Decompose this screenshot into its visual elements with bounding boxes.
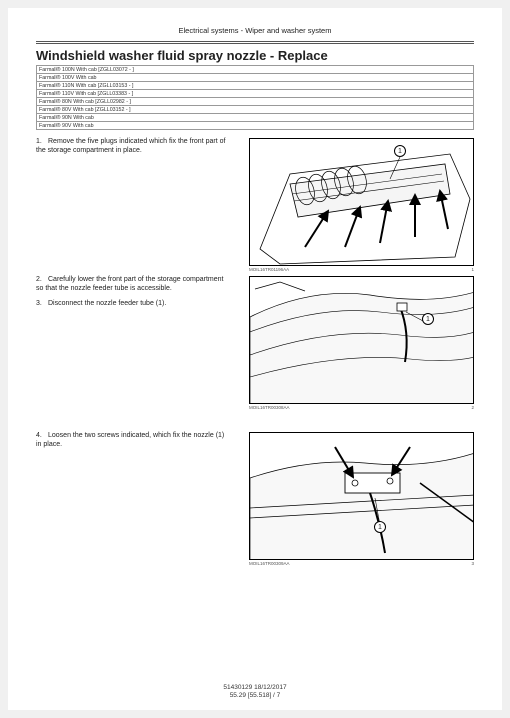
step-4: 4.Loosen the two screws indicated, which… [36, 432, 474, 566]
figure-num: 3 [471, 561, 474, 566]
rule-top [36, 41, 474, 42]
footer-line-1: 51430129 18/12/2017 [8, 684, 502, 692]
page-header: Electrical systems - Wiper and washer sy… [36, 26, 474, 35]
page-title: Windshield washer fluid spray nozzle - R… [36, 48, 474, 63]
step-body: Disconnect the nozzle feeder tube (1). [48, 300, 166, 307]
figure-code: MOIL16TR00308AA [249, 405, 290, 410]
step-4-text: 4.Loosen the two screws indicated, which… [36, 432, 226, 566]
rule-top-2 [36, 43, 474, 44]
step-number: 4. [36, 432, 48, 441]
step-2-3-text: 2.Carefully lower the front part of the … [36, 276, 226, 410]
callout-1: 1 [374, 521, 386, 533]
spacer [36, 414, 474, 432]
figure-num: 2 [471, 405, 474, 410]
page: Electrical systems - Wiper and washer sy… [8, 8, 502, 710]
footer-line-2: 55.29 [55.518] / 7 [8, 692, 502, 700]
figure-2: 1 [249, 276, 474, 404]
app-row: Farmall® 100V With cab [37, 74, 474, 82]
figure-3: 1 [249, 432, 474, 560]
step-body: Loosen the two screws indicated, which f… [36, 432, 224, 448]
page-footer: 51430129 18/12/2017 55.29 [55.518] / 7 [8, 684, 502, 700]
figure-code: MOIL16TR00309AA [249, 561, 290, 566]
step-body: Carefully lower the front part of the st… [36, 276, 223, 292]
app-row: Farmall® 80N With cab [ZGLL02982 - ] [37, 98, 474, 106]
figure-1-svg [250, 139, 474, 266]
step-number: 2. [36, 276, 48, 285]
figure-code: MOIL16TR01196AA [249, 267, 289, 272]
step-1-figure-col: 1 MOIL16TR01196AA 1 [232, 138, 474, 272]
app-row: Farmall® 80V With cab [ZGLL03152 - ] [37, 106, 474, 114]
step-2-figure-col: 1 MOIL16TR00308AA 2 [232, 276, 474, 410]
figure-num: 1 [471, 267, 474, 272]
step-body: Remove the five plugs indicated which fi… [36, 138, 225, 154]
figure-2-caption: MOIL16TR00308AA 2 [249, 404, 474, 410]
figure-3-caption: MOIL16TR00309AA 3 [249, 560, 474, 566]
figure-2-svg [250, 277, 474, 404]
step-number: 3. [36, 300, 48, 309]
step-1: 1.Remove the five plugs indicated which … [36, 138, 474, 272]
callout-1: 1 [422, 313, 434, 325]
step-2-3: 2.Carefully lower the front part of the … [36, 276, 474, 410]
figure-1-caption: MOIL16TR01196AA 1 [249, 266, 474, 272]
app-row: Farmall® 110N With cab [ZGLL03153 - ] [37, 82, 474, 90]
app-row: Farmall® 110V With cab [ZGLL03383 - ] [37, 90, 474, 98]
step-1-text: 1.Remove the five plugs indicated which … [36, 138, 226, 272]
figure-3-svg [250, 433, 474, 560]
applicability-table: Farmall® 100N With cab [ZGLL03072 - ] Fa… [36, 65, 474, 130]
callout-1: 1 [394, 145, 406, 157]
step-number: 1. [36, 138, 48, 147]
app-row: Farmall® 90V With cab [37, 122, 474, 130]
app-row: Farmall® 100N With cab [ZGLL03072 - ] [37, 66, 474, 74]
figure-1: 1 [249, 138, 474, 266]
app-row: Farmall® 90N With cab [37, 114, 474, 122]
step-4-figure-col: 1 MOIL16TR00309AA 3 [232, 432, 474, 566]
